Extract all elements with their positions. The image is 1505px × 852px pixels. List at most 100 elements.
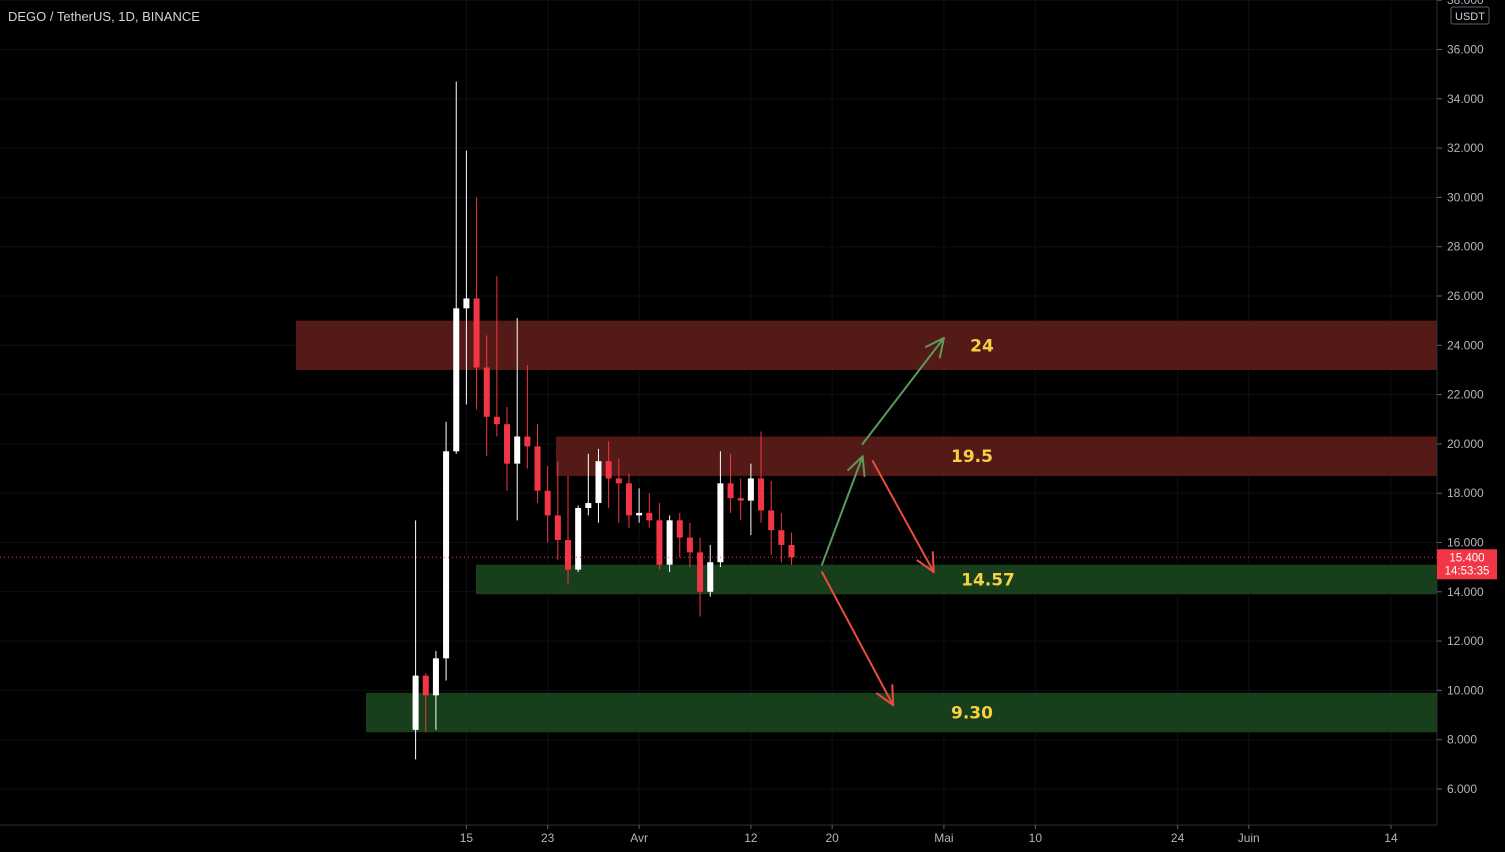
support-zone[interactable] xyxy=(366,692,1437,733)
time-tick-label: 23 xyxy=(541,831,555,845)
candle xyxy=(483,335,490,457)
currency-badge[interactable]: USDT xyxy=(1450,6,1490,25)
time-tick-label: 12 xyxy=(744,831,758,845)
candle xyxy=(565,475,571,585)
candle-body xyxy=(544,490,551,516)
candlestick-series xyxy=(412,81,795,760)
zone-label: 14.57 xyxy=(961,570,1015,590)
candle xyxy=(544,466,551,543)
candle xyxy=(575,505,582,573)
candle-body xyxy=(605,461,612,479)
candle xyxy=(432,650,439,730)
candle xyxy=(493,276,500,437)
symbol-title: DEGO / TetherUS, 1D, BINANCE xyxy=(8,9,200,24)
candle-body xyxy=(686,537,693,553)
candle-body xyxy=(422,675,429,696)
projection-arrow-up[interactable] xyxy=(861,336,945,445)
candle xyxy=(707,544,714,597)
candle-body xyxy=(646,512,653,521)
candle xyxy=(605,441,612,508)
candle-body xyxy=(412,675,419,730)
candle xyxy=(676,512,683,558)
candle-body xyxy=(432,658,439,696)
last-price-value: 15.400 xyxy=(1449,552,1484,564)
arrow-head xyxy=(875,684,895,707)
projection-arrow-down[interactable] xyxy=(821,571,895,707)
price-tick-label: 28.000 xyxy=(1447,240,1484,254)
candle-body xyxy=(453,308,460,452)
price-tick-label: 24.000 xyxy=(1447,338,1484,352)
candle xyxy=(534,424,541,504)
projection-arrow-down[interactable] xyxy=(871,460,935,574)
candle xyxy=(463,150,470,405)
candle-body xyxy=(504,424,511,464)
candle xyxy=(778,512,785,563)
candle-body xyxy=(747,478,754,501)
time-tick-label: Juin xyxy=(1238,831,1260,845)
candle-body xyxy=(666,520,673,565)
price-axis[interactable]: 6.000 8.000 10.000 12.000 14.000 16.000 18.000… xyxy=(1436,0,1484,825)
candle xyxy=(443,421,450,681)
arrow-head xyxy=(916,551,935,574)
candle xyxy=(554,461,561,560)
resistance-zone[interactable] xyxy=(296,320,1437,370)
candle-body xyxy=(788,544,795,558)
candle-body xyxy=(565,540,571,570)
candle xyxy=(646,493,653,528)
resistance-zone[interactable] xyxy=(556,436,1437,476)
candle xyxy=(656,503,663,570)
candle-body xyxy=(595,461,602,504)
support-zone[interactable] xyxy=(476,564,1437,595)
candle xyxy=(636,488,643,523)
candle xyxy=(737,478,744,521)
candle-body xyxy=(676,520,683,538)
time-tick-label: 14 xyxy=(1384,831,1398,845)
projection-arrow-up[interactable] xyxy=(821,455,866,566)
time-axis[interactable]: 15 23 Avr 12 20 Mai 10 24 Juin 14 xyxy=(0,824,1437,845)
candle xyxy=(717,451,724,568)
currency-label: USDT xyxy=(1455,11,1485,23)
price-tick-label: 38.000 xyxy=(1447,0,1484,7)
candle-body xyxy=(758,478,765,511)
candle xyxy=(686,522,693,568)
candle-body xyxy=(524,436,531,447)
candle-body xyxy=(514,436,521,464)
support-resistance-zones[interactable] xyxy=(296,320,1437,733)
price-tick-label: 34.000 xyxy=(1447,92,1484,106)
candle xyxy=(524,365,531,469)
arrow-shaft xyxy=(861,336,945,445)
candle-body xyxy=(463,298,470,309)
price-tick-label: 36.000 xyxy=(1447,43,1484,57)
candle-body xyxy=(625,483,632,516)
arrow-shaft xyxy=(821,571,895,707)
last-price-tag: 15.400 14:53:35 xyxy=(1437,549,1497,580)
candle-body xyxy=(778,530,785,545)
price-tick-label: 22.000 xyxy=(1447,388,1484,402)
candle-body xyxy=(615,478,622,484)
price-tick-label: 30.000 xyxy=(1447,190,1484,204)
price-tick-label: 8.000 xyxy=(1447,733,1477,747)
projection-arrows[interactable] xyxy=(821,336,945,707)
price-tick-label: 32.000 xyxy=(1447,141,1484,155)
arrow-shaft xyxy=(871,460,935,574)
candle xyxy=(585,453,592,516)
candle xyxy=(758,431,765,523)
price-tick-label: 18.000 xyxy=(1447,486,1484,500)
candle-body xyxy=(697,552,704,592)
candle xyxy=(473,197,480,410)
candle xyxy=(697,537,704,617)
candle xyxy=(625,473,632,528)
candle-body xyxy=(717,483,724,563)
price-tick-label: 10.000 xyxy=(1447,683,1484,697)
zone-label: 24 xyxy=(970,336,994,356)
zone-label: 9.30 xyxy=(951,704,993,724)
candle-body xyxy=(483,367,490,417)
candle xyxy=(453,81,460,454)
time-tick-label: 24 xyxy=(1171,831,1185,845)
candle-body xyxy=(737,498,744,501)
price-tick-label: 16.000 xyxy=(1447,536,1484,550)
candle xyxy=(504,406,511,491)
candle xyxy=(666,515,673,573)
candle xyxy=(595,448,602,523)
